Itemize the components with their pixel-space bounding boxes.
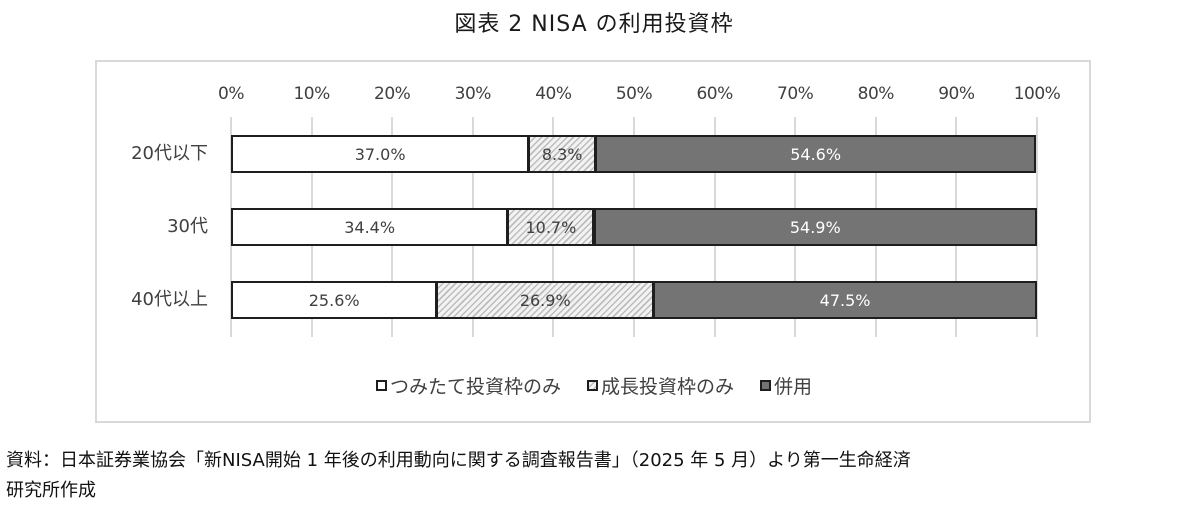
x-tick-label: 20% xyxy=(374,84,411,104)
x-tick-label: 10% xyxy=(293,84,330,104)
data-label: 10.7% xyxy=(525,217,577,237)
chart-frame xyxy=(95,60,1091,423)
data-label: 26.9% xyxy=(519,290,571,310)
data-label: 47.5% xyxy=(819,290,871,310)
x-tick-label: 0% xyxy=(218,84,244,104)
legend: つみたて投資枠のみ 成長投資枠のみ 併用 xyxy=(0,372,1188,399)
category-label: 30代 xyxy=(167,216,208,237)
bar-segment: 47.5% xyxy=(653,281,1037,319)
bar-segment: 26.9% xyxy=(436,281,655,319)
gridline xyxy=(1036,117,1038,337)
legend-item-tsumitate: つみたて投資枠のみ xyxy=(375,372,561,399)
x-tick-label: 70% xyxy=(777,84,814,104)
data-label: 8.3% xyxy=(541,144,583,164)
x-tick-label: 90% xyxy=(938,84,975,104)
x-tick-label: 60% xyxy=(696,84,733,104)
x-tick-label: 40% xyxy=(535,84,572,104)
legend-item-seicho: 成長投資枠のみ xyxy=(586,372,734,399)
legend-label: つみたて投資枠のみ xyxy=(389,376,561,398)
bar-segment: 54.6% xyxy=(595,135,1037,173)
data-label: 54.6% xyxy=(790,144,842,164)
x-tick-label: 50% xyxy=(615,84,653,104)
legend-label: 併用 xyxy=(774,376,813,398)
source-line-1: 資料：日本証券業協会「新NISA開始 1 年後の利用動向に関する調査報告書」（2… xyxy=(6,450,911,471)
chart-title: 図表 2 NISA の利用投資枠 xyxy=(454,12,734,37)
bar-segment: 10.7% xyxy=(507,208,595,246)
x-tick-label: 100% xyxy=(1013,84,1061,104)
legend-swatch-hatched-icon xyxy=(586,380,598,391)
source-note: 資料：日本証券業協会「新NISA開始 1 年後の利用動向に関する調査報告書」（2… xyxy=(6,446,1186,506)
legend-item-heiyo: 併用 xyxy=(760,372,812,399)
bar-segment: 54.9% xyxy=(593,208,1037,246)
legend-swatch-white-icon xyxy=(375,380,387,391)
legend-label: 成長投資枠のみ xyxy=(600,376,734,398)
bar-segment: 34.4% xyxy=(231,208,509,246)
bar-segment: 25.6% xyxy=(231,281,438,319)
category-label: 20代以下 xyxy=(131,143,208,164)
data-label: 54.9% xyxy=(789,217,841,237)
data-label: 34.4% xyxy=(344,217,396,237)
x-tick-label: 80% xyxy=(857,84,895,104)
data-label: 25.6% xyxy=(308,290,360,310)
data-label: 37.0% xyxy=(354,144,406,164)
legend-swatch-dark-icon xyxy=(760,380,771,391)
category-label: 40代以上 xyxy=(131,289,208,310)
x-tick-label: 30% xyxy=(454,84,492,104)
bar-segment: 37.0% xyxy=(231,135,530,173)
bar-segment: 8.3% xyxy=(528,135,597,173)
source-line-2: 研究所作成 xyxy=(6,480,96,501)
